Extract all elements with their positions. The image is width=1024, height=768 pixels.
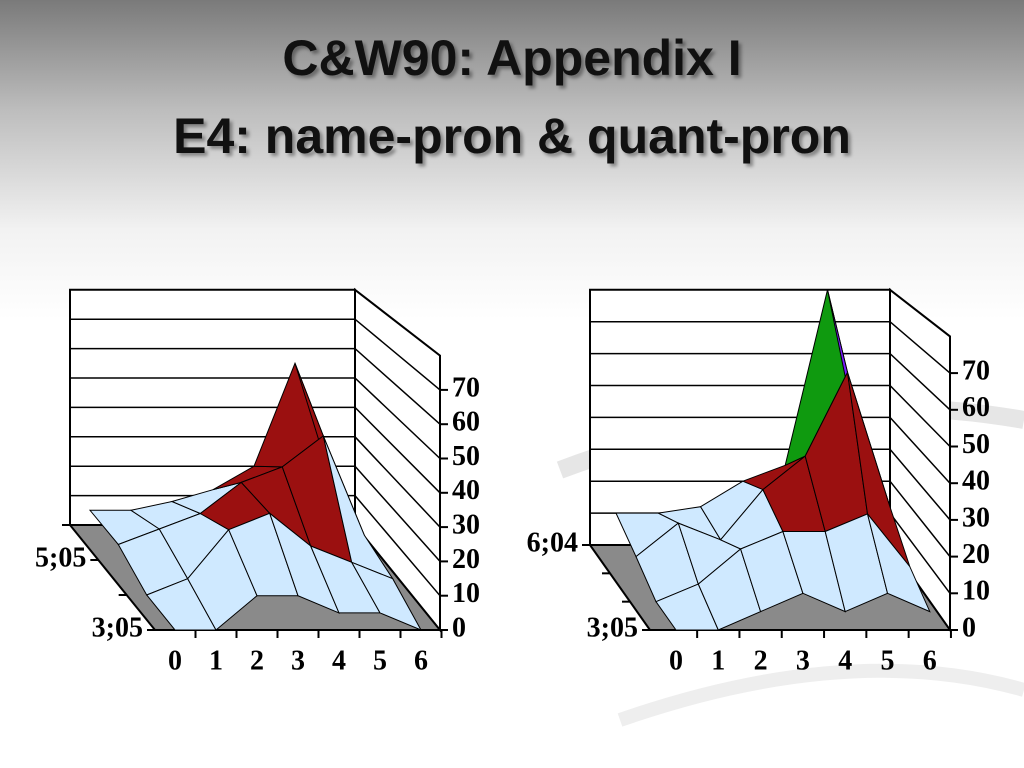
grid-line [590, 416, 951, 484]
z-tick-label: 60 [962, 392, 990, 423]
x-tick-label: 3 [796, 645, 810, 676]
grid-line [70, 318, 441, 391]
z-tick-label: 10 [452, 578, 480, 609]
z-tick-label: 20 [452, 544, 480, 575]
z-tick-label: 10 [962, 576, 990, 607]
x-tick-label: 2 [250, 645, 264, 676]
z-tick-label: 30 [452, 510, 480, 541]
grid-line [70, 465, 441, 562]
z-tick-label: 0 [962, 612, 976, 643]
x-tick-label: 6 [923, 645, 937, 676]
x-tick-label: 5 [373, 645, 387, 676]
z-tick-label: 40 [962, 466, 990, 497]
y-axis [589, 544, 651, 631]
grid-line [70, 406, 441, 494]
grid-line [590, 352, 951, 411]
y-axis [69, 524, 156, 631]
z-tick-label: 60 [452, 407, 480, 438]
z-tick-label: 30 [962, 502, 990, 533]
z-tick-label: 50 [962, 429, 990, 460]
x-tick-label: 2 [754, 645, 768, 676]
z-tick-label: 40 [452, 475, 480, 506]
title: E4: name-pron & quant-pron [173, 108, 851, 164]
x-tick-label: 4 [332, 645, 346, 676]
y-tick-label: 6;04 [527, 527, 578, 558]
x-tick-label: 6 [414, 645, 428, 676]
x-tick-label: 1 [711, 645, 725, 676]
grid-line [590, 320, 951, 374]
x-tick-label: 5 [881, 645, 895, 676]
x-tick-label: 0 [168, 645, 182, 676]
grid-line [70, 377, 441, 460]
z-tick-label: 0 [452, 612, 466, 643]
grid-line [70, 347, 441, 425]
surface-patch [350, 561, 423, 632]
y-tick-label: 3;05 [587, 612, 638, 643]
y-tick-label: 3;05 [92, 612, 143, 643]
x-tick-label: 4 [838, 645, 852, 676]
x-tick-label: 0 [669, 645, 683, 676]
surface-patch [867, 513, 931, 613]
x-tick-label: 3 [291, 645, 305, 676]
z-tick-label: 70 [452, 372, 480, 403]
swoosh [617, 663, 1024, 727]
grid-line [70, 436, 441, 528]
x-tick-label: 1 [209, 645, 223, 676]
z-tick-label: 20 [962, 539, 990, 570]
grid-line [70, 494, 441, 597]
grid-line [590, 384, 951, 448]
z-tick-label: 70 [962, 356, 990, 387]
title: C&W90: Appendix I [282, 30, 742, 86]
y-tick-label: 5;05 [35, 542, 86, 573]
z-tick-label: 50 [452, 441, 480, 472]
grid-line [590, 448, 951, 521]
grid-line [590, 480, 951, 558]
